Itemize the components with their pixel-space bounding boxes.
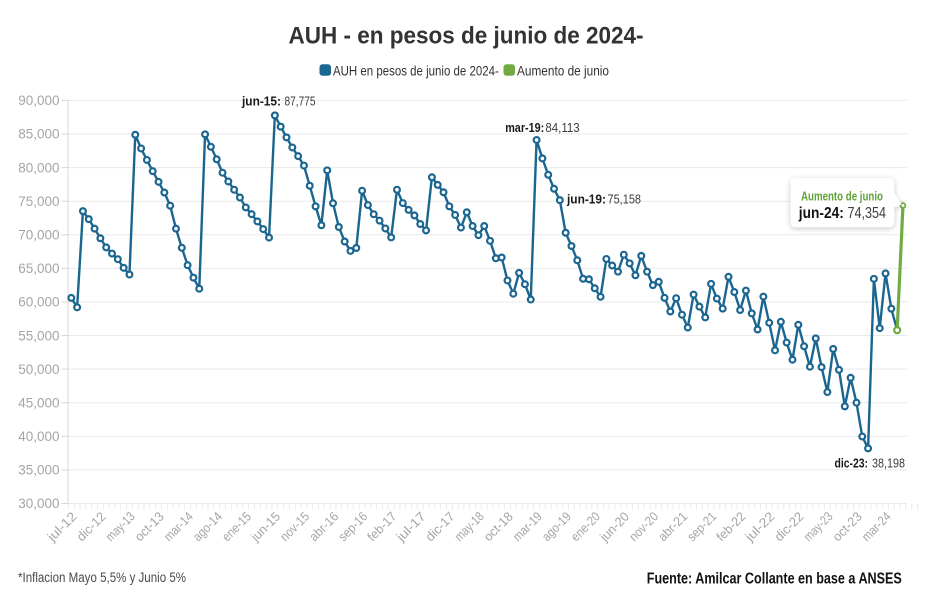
svg-text:60,000: 60,000 <box>18 295 59 310</box>
svg-text:mar-19:: mar-19: <box>505 121 544 135</box>
svg-text:40,000: 40,000 <box>18 429 59 444</box>
svg-text:Fuente: Amilcar Collante en ba: Fuente: Amilcar Collante en base a ANSES <box>647 571 902 588</box>
svg-text:jun-15:: jun-15: <box>241 94 281 108</box>
svg-text:84,113: 84,113 <box>545 121 579 135</box>
svg-text:85,000: 85,000 <box>18 127 59 142</box>
svg-text:50,000: 50,000 <box>18 362 59 377</box>
svg-text:55,000: 55,000 <box>18 328 59 343</box>
svg-text:AUH - en pesos de junio de 202: AUH - en pesos de junio de 2024- <box>289 23 644 50</box>
svg-text:80,000: 80,000 <box>18 160 59 175</box>
svg-text:AUH en pesos de junio de 2024-: AUH en pesos de junio de 2024- <box>333 63 499 78</box>
svg-text:jun-24:: jun-24: <box>798 205 844 222</box>
svg-text:35,000: 35,000 <box>18 463 59 478</box>
svg-text:65,000: 65,000 <box>18 261 59 276</box>
svg-text:90,000: 90,000 <box>18 93 59 108</box>
svg-text:74,354: 74,354 <box>848 205 887 222</box>
svg-text:38,198: 38,198 <box>872 456 905 470</box>
svg-text:30,000: 30,000 <box>18 496 59 511</box>
svg-text:Aumento de junio: Aumento de junio <box>801 188 883 203</box>
svg-text:75,158: 75,158 <box>608 193 642 207</box>
svg-text:Aumento de junio: Aumento de junio <box>517 63 609 78</box>
svg-text:45,000: 45,000 <box>18 395 59 410</box>
svg-text:75,000: 75,000 <box>18 194 59 209</box>
svg-text:*Inflacion Mayo 5,5% y Junio 5: *Inflacion Mayo 5,5% y Junio 5% <box>18 570 186 585</box>
svg-text:87,775: 87,775 <box>285 94 316 108</box>
svg-text:dic-23:: dic-23: <box>835 456 869 470</box>
svg-text:jun-19:: jun-19: <box>566 193 606 207</box>
svg-text:70,000: 70,000 <box>18 227 59 242</box>
